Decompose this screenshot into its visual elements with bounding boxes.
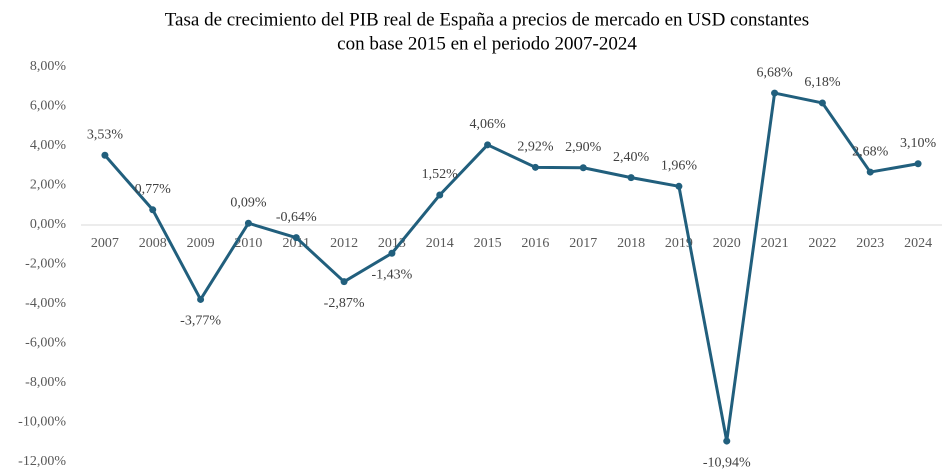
y-tick-label: -8,00% — [25, 375, 66, 390]
y-tick-label: 2,00% — [30, 178, 67, 193]
data-point — [244, 219, 252, 227]
x-tick-label: 2024 — [904, 236, 932, 251]
data-point — [771, 89, 779, 97]
x-tick-label: 2011 — [283, 236, 310, 251]
data-label: 3,10% — [900, 136, 937, 151]
x-tick-label: 2023 — [856, 236, 884, 251]
data-label: 3,53% — [87, 128, 124, 143]
x-tick-label: 2016 — [521, 236, 549, 251]
data-label: 4,06% — [469, 117, 506, 132]
data-label: 2,92% — [517, 140, 554, 155]
data-label: -3,77% — [180, 314, 221, 329]
data-label: 6,18% — [804, 75, 841, 90]
data-point — [197, 295, 205, 303]
x-tick-label: 2009 — [187, 236, 215, 251]
y-tick-label: 8,00% — [30, 59, 67, 74]
chart-title: Tasa de crecimiento del PIB real de Espa… — [165, 9, 809, 30]
data-point — [627, 174, 635, 182]
data-label: 0,09% — [230, 195, 267, 210]
data-label: -0,64% — [276, 210, 317, 225]
data-label: 2,68% — [852, 144, 889, 159]
y-tick-label: -6,00% — [25, 336, 66, 351]
data-point — [818, 99, 826, 107]
data-point — [579, 164, 587, 172]
y-tick-label: -10,00% — [18, 415, 66, 430]
y-tick-label: 0,00% — [30, 217, 67, 232]
chart-title: con base 2015 en el periodo 2007-2024 — [337, 33, 637, 54]
data-label: 6,68% — [756, 65, 793, 80]
data-label: -2,87% — [324, 296, 365, 311]
y-tick-label: -4,00% — [25, 296, 66, 311]
data-point — [292, 234, 300, 242]
y-tick-label: 6,00% — [30, 99, 67, 114]
data-label: 0,77% — [135, 182, 172, 197]
data-label: -10,94% — [703, 455, 751, 469]
data-point — [340, 278, 348, 286]
data-point — [866, 168, 874, 176]
y-tick-label: -12,00% — [18, 454, 66, 469]
x-tick-label: 2012 — [330, 236, 358, 251]
data-point — [149, 206, 157, 214]
x-tick-label: 2007 — [91, 236, 119, 251]
y-tick-label: 4,00% — [30, 138, 67, 153]
data-point — [101, 151, 109, 159]
data-label: 2,90% — [565, 140, 602, 155]
data-point — [484, 141, 492, 149]
data-point — [388, 249, 396, 257]
x-tick-label: 2010 — [234, 236, 262, 251]
data-label: 1,96% — [661, 159, 698, 174]
x-tick-label: 2013 — [378, 236, 406, 251]
data-point — [436, 191, 444, 199]
y-tick-label: -2,00% — [25, 257, 66, 272]
x-tick-label: 2018 — [617, 236, 645, 251]
data-point — [531, 163, 539, 171]
x-tick-label: 2019 — [665, 236, 693, 251]
data-point — [914, 160, 922, 168]
x-tick-label: 2008 — [139, 236, 167, 251]
data-point — [723, 437, 731, 445]
x-tick-label: 2017 — [569, 236, 597, 251]
series-line — [103, 91, 919, 443]
x-tick-label: 2021 — [761, 236, 789, 251]
data-label: 1,52% — [422, 167, 459, 182]
x-tick-label: 2015 — [474, 236, 502, 251]
x-tick-label: 2014 — [426, 236, 454, 251]
data-point — [675, 182, 683, 190]
data-label: 2,40% — [613, 150, 650, 165]
x-tick-label: 2020 — [713, 236, 741, 251]
x-tick-label: 2022 — [808, 236, 836, 251]
data-label: -1,43% — [372, 267, 413, 282]
